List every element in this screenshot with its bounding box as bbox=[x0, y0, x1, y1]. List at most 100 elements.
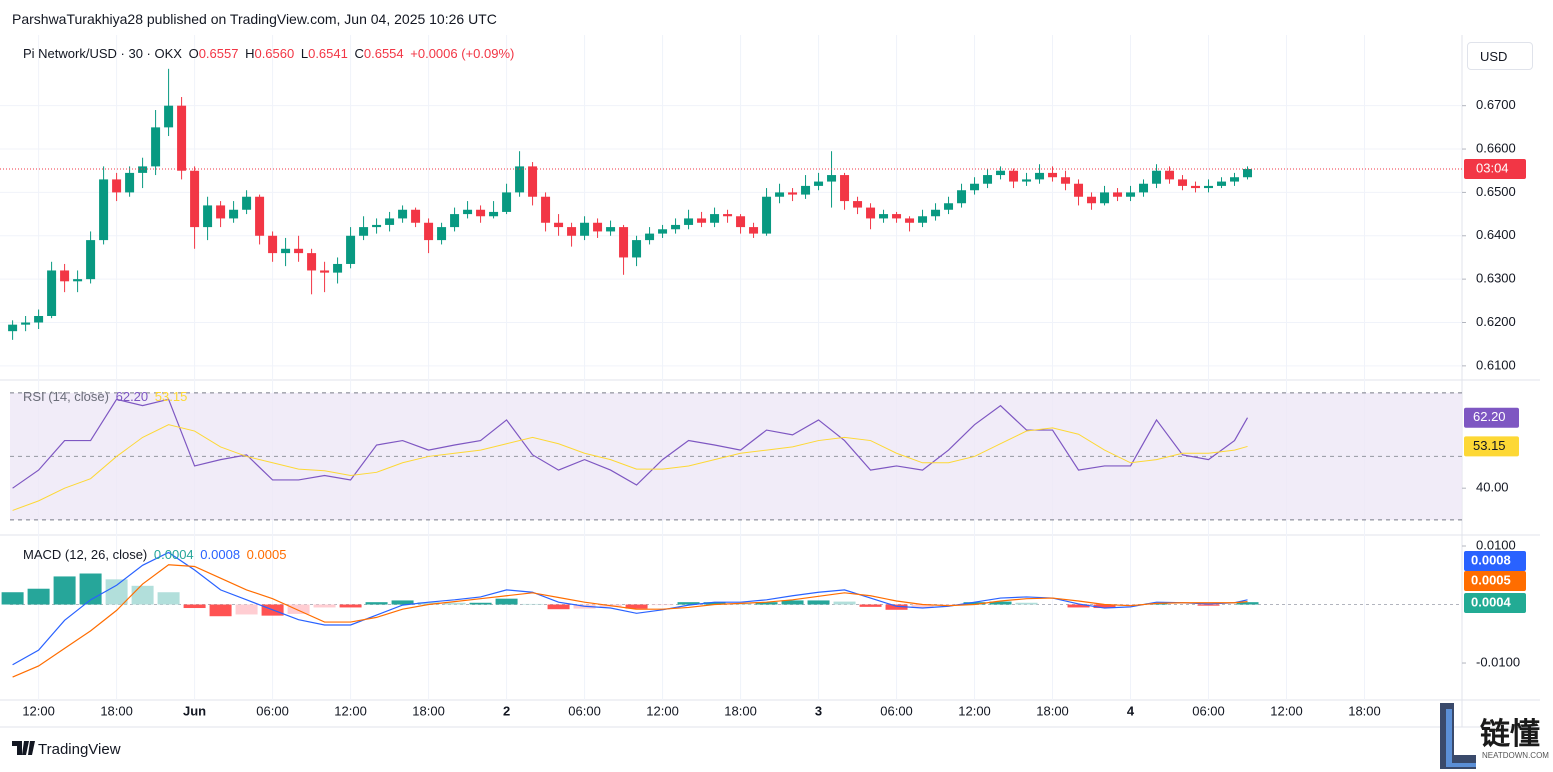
watermark: 链懂 NEATDOWN.COM bbox=[1438, 703, 1553, 772]
candle-body bbox=[281, 248, 291, 254]
brand-name: TradingView bbox=[38, 741, 121, 758]
candle-body bbox=[1165, 170, 1175, 180]
candle-body bbox=[437, 227, 447, 241]
symbol: Pi Network/USD · 30 · OKX bbox=[23, 46, 182, 61]
rsi-value: 62.20 bbox=[115, 389, 149, 404]
candle-body bbox=[229, 209, 239, 219]
candle-body bbox=[502, 192, 512, 212]
candle-body bbox=[1009, 170, 1019, 182]
candle-body bbox=[307, 253, 317, 271]
candle-body bbox=[398, 209, 408, 219]
candle-body bbox=[749, 227, 759, 234]
candle-body bbox=[1191, 185, 1201, 189]
y-tick-label: -0.0100 bbox=[1476, 654, 1520, 669]
x-tick-label: 12:00 bbox=[22, 703, 55, 718]
y-tick-label: 0.6100 bbox=[1476, 357, 1516, 372]
histogram-bar bbox=[417, 602, 440, 605]
value-badge-label: 0.0005 bbox=[1471, 572, 1511, 587]
candle-body bbox=[242, 196, 252, 210]
candle-body bbox=[476, 209, 486, 217]
y-tick-label: 0.6500 bbox=[1476, 184, 1516, 199]
ohlc-value: 0.6557 bbox=[198, 46, 239, 61]
histogram-bar bbox=[1067, 604, 1090, 608]
x-tick-label: 18:00 bbox=[724, 703, 757, 718]
candle-body bbox=[424, 222, 434, 241]
currency-button[interactable]: USD bbox=[1467, 42, 1533, 70]
histogram-bar bbox=[1197, 604, 1220, 606]
candle-body bbox=[73, 279, 83, 282]
candle-body bbox=[1087, 196, 1097, 204]
candle-body bbox=[125, 172, 135, 193]
histogram-bar bbox=[703, 602, 726, 605]
candle-body bbox=[86, 240, 96, 280]
x-tick-label: 06:00 bbox=[1192, 703, 1225, 718]
candle-body bbox=[515, 166, 525, 193]
ohlc-value: 0.6560 bbox=[254, 46, 295, 61]
histogram-bar bbox=[443, 602, 466, 605]
y-tick-label: 0.6200 bbox=[1476, 314, 1516, 329]
candle-body bbox=[411, 209, 421, 223]
candle-body bbox=[931, 209, 941, 217]
candle-body bbox=[736, 216, 746, 228]
candle-body bbox=[970, 183, 980, 191]
value-badge-label: 0.0004 bbox=[1471, 594, 1512, 609]
candle-body bbox=[333, 263, 343, 273]
histogram-bar bbox=[937, 604, 960, 606]
x-tick-label: Jun bbox=[183, 703, 206, 718]
candle-body bbox=[528, 166, 538, 197]
candle-body bbox=[1204, 185, 1214, 189]
histogram-bar bbox=[807, 600, 830, 605]
rsi-line bbox=[12, 398, 1249, 489]
candle-body bbox=[255, 196, 265, 236]
candle-body bbox=[866, 207, 876, 219]
candle-body bbox=[294, 248, 304, 254]
candle-body bbox=[541, 196, 551, 223]
histogram-bar bbox=[105, 579, 128, 605]
y-tick-label: 0.6600 bbox=[1476, 140, 1516, 155]
histogram-bar bbox=[677, 602, 700, 605]
x-tick-label: 18:00 bbox=[1036, 703, 1069, 718]
candle-body bbox=[1139, 183, 1149, 193]
rsi-line bbox=[12, 424, 1248, 511]
candle-body bbox=[554, 222, 564, 228]
ohlc-name: C bbox=[354, 46, 364, 61]
x-tick-label: 06:00 bbox=[880, 703, 913, 718]
macd-legend: MACD (12, 26, close) 0.0004 0.0008 0.000… bbox=[23, 547, 289, 562]
candle-body bbox=[190, 170, 200, 228]
candle-body bbox=[112, 179, 122, 193]
candle-body bbox=[1100, 192, 1110, 204]
candle-body bbox=[463, 209, 473, 215]
candle-body bbox=[840, 175, 850, 202]
ohlc-value: 0.6554 bbox=[363, 46, 404, 61]
candle-body bbox=[905, 218, 915, 223]
x-tick-label: 12:00 bbox=[334, 703, 367, 718]
candle-body bbox=[944, 203, 954, 210]
ohlc-name: H bbox=[245, 46, 255, 61]
rsi-title: RSI (14, close) bbox=[23, 389, 109, 404]
candle-body bbox=[619, 227, 629, 258]
macd-value: 0.0008 bbox=[200, 547, 241, 562]
y-tick-label: 0.6400 bbox=[1476, 227, 1516, 242]
published: ParshwaTurakhiya28 published on TradingV… bbox=[12, 11, 497, 27]
watermark-site: NEATDOWN.COM bbox=[1482, 751, 1549, 760]
y-tick-label: 0.0100 bbox=[1476, 537, 1516, 552]
candle-body bbox=[1217, 181, 1227, 186]
histogram-bar bbox=[53, 576, 76, 605]
countdown: 03:04 bbox=[1476, 160, 1509, 175]
ohlc-name: O bbox=[188, 46, 199, 61]
candle-body bbox=[268, 235, 278, 254]
candle-body bbox=[385, 218, 395, 225]
candle-body bbox=[99, 179, 109, 241]
histogram-bar bbox=[1093, 604, 1116, 609]
candle-body bbox=[567, 227, 577, 236]
x-tick-label: 18:00 bbox=[1348, 703, 1381, 718]
candle-body bbox=[996, 170, 1006, 176]
candle-body bbox=[632, 240, 642, 258]
histogram-bar bbox=[209, 604, 232, 617]
histogram-bar bbox=[911, 604, 934, 609]
histogram-bar bbox=[339, 604, 362, 608]
histogram-bar bbox=[365, 602, 388, 605]
histogram-bar bbox=[183, 604, 206, 609]
watermark-logo bbox=[1440, 703, 1476, 769]
